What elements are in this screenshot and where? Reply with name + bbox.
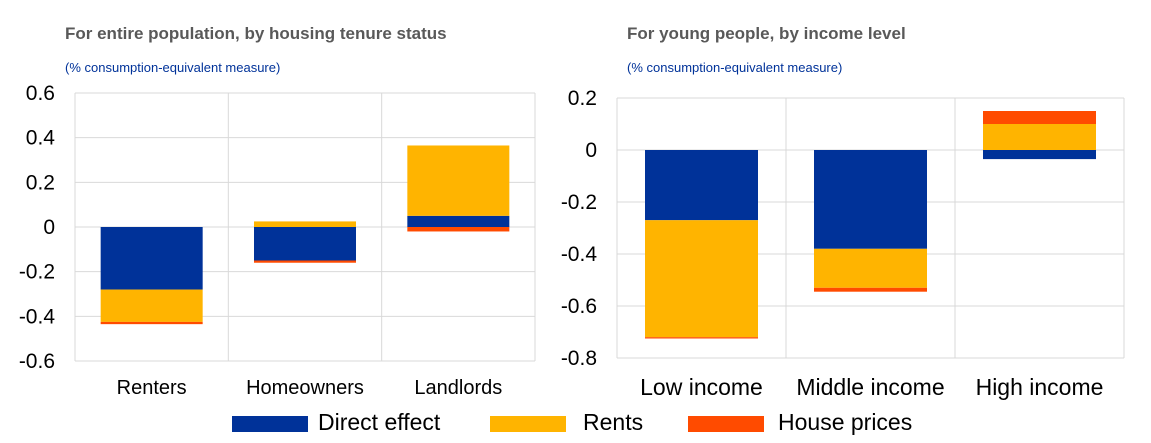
chart1-bar-house-prices xyxy=(254,260,356,263)
chart1-bar-rents xyxy=(100,289,203,322)
chart2-bar-house-prices xyxy=(814,287,927,292)
chart-subtitle-left: (% consumption-equivalent measure) xyxy=(65,60,281,75)
chart2-y-tick-label: 0 xyxy=(585,139,597,162)
legend: Direct effect Rents House prices xyxy=(0,408,1151,438)
legend-label-house-prices: House prices xyxy=(778,409,913,435)
chart2-bar-direct-effect xyxy=(814,150,927,249)
chart2-category-label: Low income xyxy=(640,374,763,400)
chart2-y-tick-label: 0.2 xyxy=(568,87,597,110)
chart2-y-tick-label: -0.4 xyxy=(561,243,598,266)
chart2-y-tick-label: -0.8 xyxy=(561,347,597,370)
chart2-y-tick-label: -0.6 xyxy=(561,295,597,318)
chart2-category-label: High income xyxy=(976,374,1104,400)
chart1-bar-house-prices xyxy=(100,321,203,325)
chart1-y-tick-label: 0.2 xyxy=(26,171,55,194)
chart1-y-tick-label: -0.4 xyxy=(19,305,56,328)
legend-label-direct-effect: Direct effect xyxy=(318,409,441,435)
chart2-y-tick-label: -0.2 xyxy=(561,191,597,214)
chart1-bar-rents xyxy=(254,221,356,227)
chart1-y-tick-label: 0.6 xyxy=(26,82,55,105)
chart1-bar-direct-effect xyxy=(100,227,203,290)
legend-swatch-rents xyxy=(490,416,566,432)
chart2-bar-direct-effect xyxy=(983,150,1096,160)
chart1-category-label: Homeowners xyxy=(246,377,364,399)
chart-subtitle-right: (% consumption-equivalent measure) xyxy=(627,60,843,75)
chart1-y-tick-label: -0.2 xyxy=(19,261,55,284)
chart-title-left: For entire population, by housing tenure… xyxy=(65,24,447,43)
chart1-y-tick-label: 0.4 xyxy=(26,127,56,150)
chart1-bar-rents xyxy=(407,145,510,216)
legend-label-rents: Rents xyxy=(583,409,644,435)
chart1-category-label: Landlords xyxy=(414,377,502,399)
charts-canvas: 0.6 0.4 0.2 0 -0.2 -0.4 -0.6 Renters Homeowners L… xyxy=(19,82,1125,400)
chart2-bar-direct-effect xyxy=(645,150,758,221)
chart1-category-label: Renters xyxy=(117,377,187,399)
chart2-bar-house-prices xyxy=(983,111,1096,124)
chart1-y-tick-label: -0.6 xyxy=(19,350,55,373)
chart2-bar-rents xyxy=(814,248,927,288)
chart1-y-tick-label: 0 xyxy=(43,216,55,239)
chart2-bar-house-prices xyxy=(645,337,758,339)
chart2-bar-rents xyxy=(645,220,758,338)
chart-title-right: For young people, by income level xyxy=(627,24,906,43)
chart1-bar-direct-effect xyxy=(254,227,356,261)
chart2-category-label: Middle income xyxy=(796,374,944,400)
legend-swatch-house-prices xyxy=(688,416,764,432)
chart1-bar-house-prices xyxy=(407,227,510,232)
legend-swatch-direct-effect xyxy=(232,416,308,432)
chart2-bar-rents xyxy=(983,124,1096,150)
chart1-bar-direct-effect xyxy=(407,215,510,227)
